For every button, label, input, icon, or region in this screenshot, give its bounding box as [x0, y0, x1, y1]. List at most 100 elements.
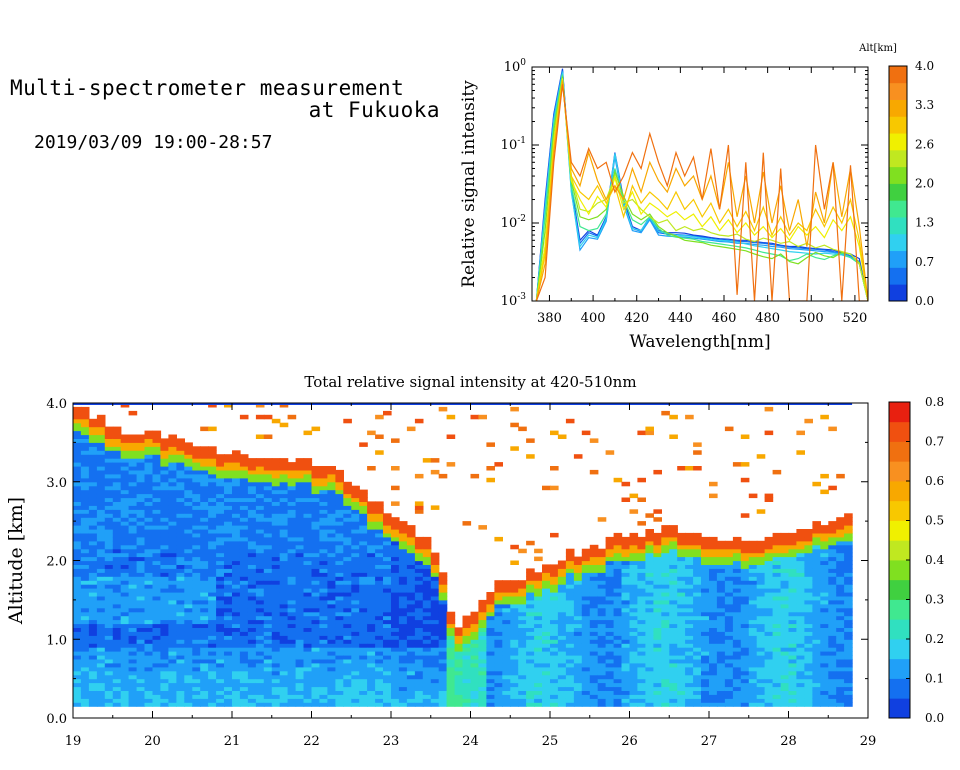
heatmap-cell: [80, 615, 90, 621]
heatmap-cell: [693, 635, 702, 640]
heatmap-cell: [597, 580, 607, 585]
heatmap-cell: [486, 639, 495, 644]
heatmap-cell: [597, 599, 607, 605]
heatmap-cell: [478, 599, 487, 605]
heatmap-cell: [104, 674, 114, 680]
heatmap-cell: [573, 588, 583, 593]
heatmap-cell: [335, 493, 344, 499]
heatmap-cell: [677, 544, 686, 550]
heatmap-cell: [470, 658, 480, 664]
heatmap-cell: [701, 599, 710, 605]
heatmap-cell: [709, 592, 718, 597]
heatmap-cell: [653, 639, 662, 644]
heatmap-cell: [152, 540, 162, 546]
heatmap-cell: [502, 592, 511, 597]
heatmap-cell: [406, 580, 416, 585]
heatmap-cell: [478, 662, 487, 668]
heatmap-cell: [239, 651, 249, 656]
spectrum-colorbar-label: 0.0: [915, 294, 934, 308]
heatmap-cell: [303, 643, 313, 648]
y-tick-label: 10-2: [501, 214, 526, 231]
heatmap-cell: [120, 698, 130, 703]
heatmap-cell: [629, 588, 639, 593]
heatmap-cell: [224, 639, 233, 644]
heatmap-cell: [287, 694, 297, 699]
heatmap-cell: [764, 607, 774, 613]
heatmap-cell: [677, 595, 686, 601]
heatmap-cell: [430, 572, 440, 577]
heatmap-cell: [724, 694, 734, 699]
heatmap-cell: [701, 615, 710, 621]
heatmap-cell: [716, 635, 726, 640]
heatmap-cell: [613, 615, 623, 621]
heatmap-cell: [359, 564, 368, 569]
heatmap-cell: [772, 627, 782, 632]
heatmap-cell: [287, 647, 297, 652]
heatmap-cell: [748, 647, 758, 652]
heatmap-cell: [724, 560, 734, 565]
heatmap-cell: [438, 599, 448, 605]
heatmap-cell: [661, 568, 670, 573]
heatmap-cell: [200, 536, 209, 542]
heatmap-cell: [565, 603, 575, 609]
heatmap-cell: [279, 466, 289, 471]
heatmap-cell: [311, 690, 321, 695]
heatmap-cell: [160, 635, 169, 640]
heatmap-cell: [192, 556, 201, 562]
heatmap-cell: [438, 690, 448, 695]
heatmap-cell: [565, 548, 575, 554]
heatmap-cell: [677, 678, 686, 684]
heatmap-cell: [359, 493, 368, 499]
heatmap-cell: [192, 552, 201, 558]
heatmap-cell: [303, 662, 313, 668]
heatmap-cell: [772, 556, 782, 562]
heatmap-cell: [168, 442, 177, 447]
heatmap-cell: [359, 513, 368, 518]
heatmap-cell: [375, 603, 384, 609]
heatmap-cell: [597, 666, 607, 672]
heatmap-cell: [375, 501, 384, 506]
heatmap-cell: [104, 521, 114, 526]
heatmap-cell: [812, 639, 821, 644]
heatmap-cell: [764, 694, 774, 699]
heatmap-cell: [128, 477, 138, 483]
spectrum-series-line: [535, 76, 868, 301]
heatmap-cell: [494, 536, 503, 542]
heatmap-cell: [192, 458, 201, 463]
heatmap-cell: [104, 651, 114, 656]
heatmap-cell: [80, 493, 90, 499]
heatmap-cell: [152, 442, 162, 447]
heatmap-cell: [232, 450, 241, 455]
heatmap-cell: [605, 627, 615, 632]
heatmap-cell: [645, 603, 654, 609]
heatmap-cell: [271, 497, 281, 502]
heatmap-cell: [367, 670, 376, 676]
heatmap-cell: [247, 674, 257, 680]
heatmap-cell: [534, 655, 543, 660]
heatmap-cell: [216, 481, 225, 487]
heatmap-cell: [406, 525, 416, 530]
heatmap-cell: [542, 643, 551, 648]
heatmap-cell: [812, 576, 821, 581]
heatmap-cell: [136, 564, 146, 569]
heatmap-cell: [526, 698, 535, 703]
heatmap-cell: [383, 639, 392, 644]
heatmap-cell: [104, 694, 114, 699]
heatmap-cell: [152, 643, 162, 648]
heatmap-cell: [375, 532, 384, 538]
heatmap-cell: [88, 572, 98, 577]
y-tick-exponent: -3: [517, 292, 526, 302]
heatmap-cell: [232, 576, 241, 581]
heatmap-cell: [263, 489, 273, 495]
heatmap-cell: [168, 513, 177, 518]
heatmap-cell: [383, 552, 392, 558]
x-tick-label: 400: [581, 311, 606, 326]
heatmap-cell: [120, 592, 130, 597]
heatmap-cell: [367, 540, 376, 546]
heatmap-cell: [247, 564, 257, 569]
heatmap-cell: [152, 548, 162, 554]
heatmap-cell: [120, 485, 130, 491]
heatmap-cell: [398, 631, 408, 636]
heatmap-cell: [144, 521, 154, 526]
heatmap-cell: [629, 580, 639, 585]
